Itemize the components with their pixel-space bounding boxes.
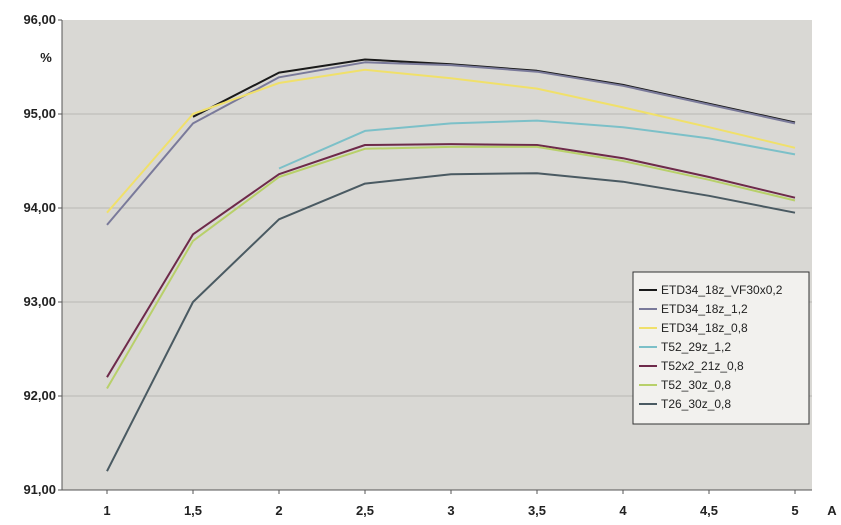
x-tick-label: 4,5 [700,503,718,518]
y-tick-label: 96,00 [23,12,56,27]
y-tick-label: 94,00 [23,200,56,215]
legend-label: ETD34_18z_1,2 [661,302,748,316]
legend-label: ETD34_18z_VF30x0,2 [661,283,783,297]
series-line [106,68,796,214]
x-tick-label: 1,5 [184,503,202,518]
legend-label: T52_30z_0,8 [661,378,731,392]
x-tick-label: 2,5 [356,503,374,518]
x-tick-label: 1 [103,503,110,518]
x-tick-label: 5 [791,503,798,518]
series-line [278,119,796,170]
x-tick-label: 4 [619,503,627,518]
y-tick-label: 92,00 [23,388,56,403]
legend: ETD34_18z_VF30x0,2 ETD34_18z_1,2 ETD34_18z… [632,271,810,425]
y-tick-label: 91,00 [23,482,56,497]
x-tick-labels: 1 1,5 2 2,5 3 3,5 4 4,5 5 [103,503,798,518]
series-line [106,61,796,226]
series-line [106,172,796,472]
legend-label: T52x2_21z_0,8 [661,359,744,373]
legend-label: T26_30z_0,8 [661,397,731,411]
series-line [106,143,796,378]
y-tick-label: 95,00 [23,106,56,121]
legend-label: T52_29z_1,2 [661,340,731,354]
legend-label: ETD34_18z_0,8 [661,321,748,335]
y-unit-label: % [40,50,52,65]
series-line [106,145,796,390]
x-unit-label: A [827,503,837,518]
x-tick-label: 2 [275,503,282,518]
gridlines [58,19,812,494]
x-tick-label: 3 [447,503,454,518]
y-tick-label: 93,00 [23,294,56,309]
series-lines [106,58,796,472]
x-tick-label: 3,5 [528,503,546,518]
legend-box [632,271,810,425]
y-tick-labels: 91,00 92,00 93,00 94,00 95,00 96,00 [23,12,56,497]
